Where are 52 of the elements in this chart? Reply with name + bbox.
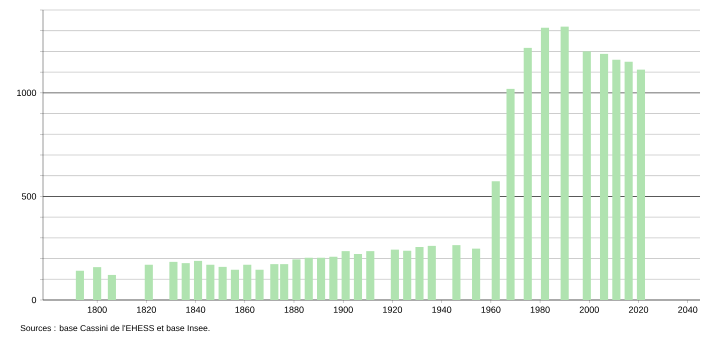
bar (76, 270, 84, 300)
y-tick-label: 0 (32, 296, 36, 304)
bar (472, 248, 480, 300)
bar (342, 251, 350, 300)
bar (624, 62, 633, 300)
bar (243, 264, 252, 300)
x-tick-label: 2000 (580, 306, 599, 313)
x-tick-label: 1840 (186, 306, 206, 313)
bar (169, 262, 178, 300)
bar (524, 48, 532, 300)
bar (452, 245, 460, 300)
source-note: Sources : base Cassini de l'EHESS et base Insee. (20, 324, 210, 332)
x-tick-label: 1920 (383, 306, 402, 313)
bar (390, 250, 399, 300)
bar (636, 70, 646, 300)
bar (612, 60, 620, 300)
bar (354, 254, 362, 300)
x-tick-label: 1860 (235, 306, 254, 313)
bar (428, 246, 436, 300)
bar (366, 251, 374, 300)
bar (206, 264, 214, 300)
x-tick-label: 2040 (678, 306, 698, 313)
bar (600, 54, 608, 300)
bar (255, 270, 264, 300)
bar (317, 258, 326, 300)
bar (415, 246, 424, 300)
bar (403, 250, 412, 300)
bar (93, 267, 102, 300)
bar (492, 181, 500, 300)
y-tick-label: 500 (22, 193, 36, 200)
bar (230, 270, 239, 300)
x-tick-label: 2020 (628, 306, 648, 313)
bar (582, 51, 591, 300)
x-tick-label: 1980 (530, 306, 550, 313)
bar (560, 26, 569, 300)
bar (108, 274, 116, 300)
bar (218, 266, 227, 300)
bar (292, 259, 301, 300)
bar (144, 264, 153, 300)
bar (506, 88, 515, 300)
bar (329, 256, 338, 300)
x-tick-label: 1820 (137, 306, 156, 313)
y-tick-label: 1000 (17, 90, 36, 96)
x-tick-label: 1880 (284, 306, 304, 313)
x-tick-label: 1800 (88, 306, 107, 313)
bar (182, 263, 190, 300)
bar (194, 260, 202, 300)
bar (304, 258, 313, 300)
x-tick-label: 1960 (482, 306, 501, 313)
x-tick-label: 1900 (334, 306, 353, 313)
bar (540, 28, 550, 300)
x-tick-label: 1940 (432, 306, 452, 313)
